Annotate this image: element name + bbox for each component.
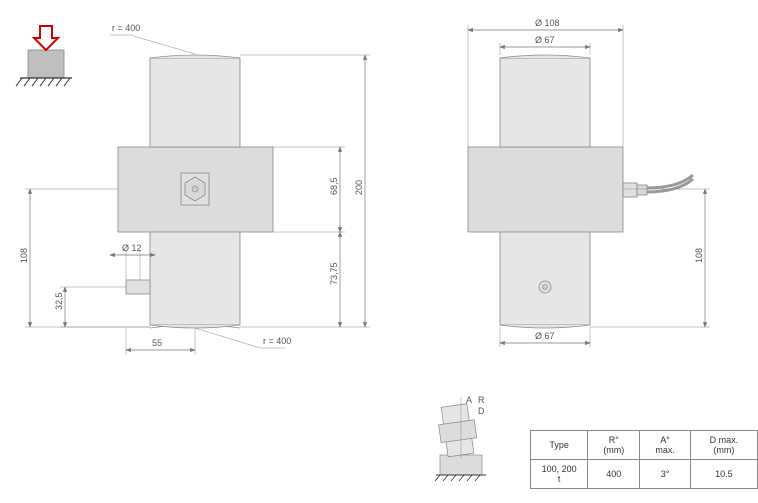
dim-32-5: 32,5 bbox=[54, 292, 64, 310]
load-symbol-icon bbox=[16, 26, 72, 86]
td-r: 400 bbox=[588, 460, 640, 489]
th-a: A° max. bbox=[640, 431, 690, 460]
td-d: 10.5 bbox=[690, 460, 757, 489]
th-d: D max. (mm) bbox=[690, 431, 757, 460]
table-header-row: Type R° (mm) A° max. D max. (mm) bbox=[531, 431, 758, 460]
technical-drawing: r = 400 r = 400 Ø 12 55 32,5 108 68,5 bbox=[0, 0, 758, 503]
table-row: 100, 200 t 400 3° 10.5 bbox=[531, 460, 758, 489]
svg-text:A: A bbox=[466, 395, 472, 405]
dim-200: 200 bbox=[354, 180, 364, 195]
tilt-detail-icon: A R D bbox=[435, 395, 486, 481]
dim-d67-top: Ø 67 bbox=[535, 35, 555, 45]
td-a: 3° bbox=[640, 460, 690, 489]
dim-d108: Ø 108 bbox=[535, 18, 560, 28]
dim-d12: Ø 12 bbox=[122, 243, 142, 253]
svg-text:D: D bbox=[478, 406, 485, 416]
dim-d67-bottom: Ø 67 bbox=[535, 331, 555, 341]
svg-text:R: R bbox=[478, 395, 485, 405]
dim-r-bottom: r = 400 bbox=[263, 336, 291, 346]
dim-r-top: r = 400 bbox=[112, 23, 140, 33]
right-view: Ø 108 Ø 67 Ø 67 108 bbox=[468, 18, 710, 347]
th-type: Type bbox=[531, 431, 588, 460]
td-type: 100, 200 t bbox=[531, 460, 588, 489]
dim-108-right: 108 bbox=[694, 248, 704, 263]
th-r: R° (mm) bbox=[588, 431, 640, 460]
spec-table: Type R° (mm) A° max. D max. (mm) 100, 20… bbox=[530, 430, 758, 489]
dim-55: 55 bbox=[152, 338, 162, 348]
dim-73-75: 73,75 bbox=[329, 262, 339, 285]
dim-68-5: 68,5 bbox=[329, 177, 339, 195]
left-view: r = 400 r = 400 Ø 12 55 32,5 108 68,5 bbox=[19, 23, 370, 355]
dim-108-left: 108 bbox=[19, 248, 29, 263]
